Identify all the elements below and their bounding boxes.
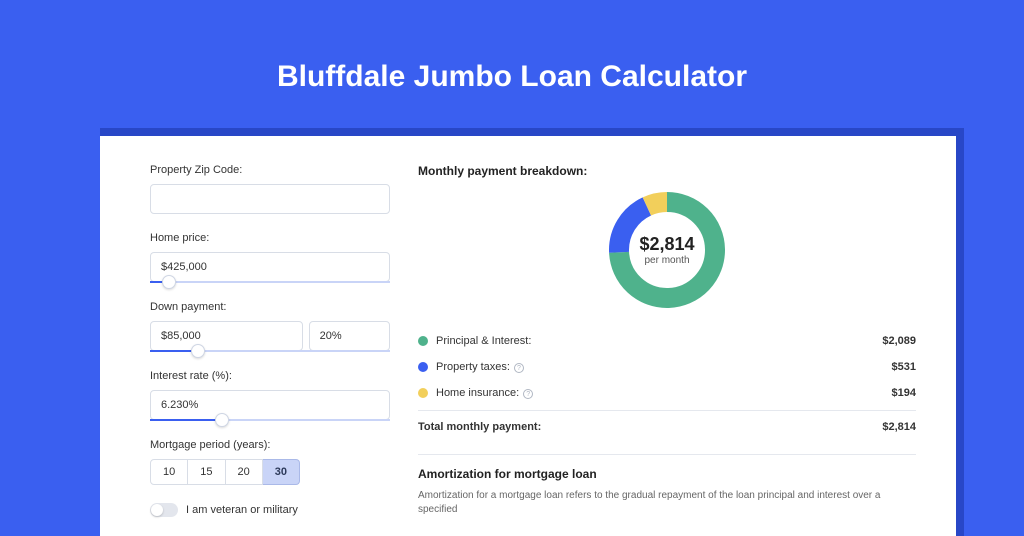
breakdown-title: Monthly payment breakdown: bbox=[418, 164, 916, 178]
donut-amount: $2,814 bbox=[639, 234, 694, 255]
period-label: Mortgage period (years): bbox=[150, 439, 390, 451]
breakdown-label: Property taxes:? bbox=[436, 361, 892, 373]
legend-dot bbox=[418, 362, 428, 372]
interest-group: Interest rate (%): bbox=[150, 370, 390, 421]
breakdown-row: Property taxes:?$531 bbox=[418, 354, 916, 380]
down-payment-pct-input[interactable] bbox=[309, 321, 390, 351]
breakdown-value: $194 bbox=[892, 387, 916, 399]
card-shadow: Property Zip Code: Home price: Down paym… bbox=[100, 128, 964, 536]
zip-label: Property Zip Code: bbox=[150, 164, 390, 176]
interest-slider[interactable] bbox=[150, 419, 390, 421]
down-payment-input[interactable] bbox=[150, 321, 303, 351]
home-price-label: Home price: bbox=[150, 232, 390, 244]
veteran-row: I am veteran or military bbox=[150, 503, 390, 517]
form-column: Property Zip Code: Home price: Down paym… bbox=[150, 164, 390, 516]
breakdown-row: Principal & Interest:$2,089 bbox=[418, 328, 916, 354]
zip-input[interactable] bbox=[150, 184, 390, 214]
interest-input[interactable] bbox=[150, 390, 390, 420]
donut-chart: $2,814 per month bbox=[418, 190, 916, 310]
breakdown-column: Monthly payment breakdown: $2,814 per mo… bbox=[414, 164, 916, 516]
home-price-slider[interactable] bbox=[150, 281, 390, 283]
total-row: Total monthly payment: $2,814 bbox=[418, 410, 916, 440]
veteran-toggle[interactable] bbox=[150, 503, 178, 517]
zip-group: Property Zip Code: bbox=[150, 164, 390, 214]
info-icon[interactable]: ? bbox=[523, 389, 533, 399]
breakdown-label: Principal & Interest: bbox=[436, 335, 882, 347]
amortization-text: Amortization for a mortgage loan refers … bbox=[418, 489, 916, 517]
period-group: Mortgage period (years): 10152030 bbox=[150, 439, 390, 485]
down-payment-slider[interactable] bbox=[150, 350, 390, 352]
amortization-section: Amortization for mortgage loan Amortizat… bbox=[418, 454, 916, 517]
legend-dot bbox=[418, 336, 428, 346]
donut-sub: per month bbox=[639, 255, 694, 266]
period-option-20[interactable]: 20 bbox=[226, 459, 263, 485]
down-payment-group: Down payment: bbox=[150, 301, 390, 352]
breakdown-value: $2,089 bbox=[882, 335, 916, 347]
calculator-card: Property Zip Code: Home price: Down paym… bbox=[100, 136, 956, 536]
amortization-title: Amortization for mortgage loan bbox=[418, 467, 916, 481]
legend-dot bbox=[418, 388, 428, 398]
interest-label: Interest rate (%): bbox=[150, 370, 390, 382]
info-icon[interactable]: ? bbox=[514, 363, 524, 373]
period-segments: 10152030 bbox=[150, 459, 390, 485]
down-payment-label: Down payment: bbox=[150, 301, 390, 313]
home-price-group: Home price: bbox=[150, 232, 390, 283]
veteran-label: I am veteran or military bbox=[186, 504, 298, 516]
period-option-30[interactable]: 30 bbox=[263, 459, 300, 485]
total-value: $2,814 bbox=[882, 421, 916, 433]
page-title: Bluffdale Jumbo Loan Calculator bbox=[0, 0, 1024, 94]
period-option-10[interactable]: 10 bbox=[150, 459, 188, 485]
home-price-input[interactable] bbox=[150, 252, 390, 282]
breakdown-label: Home insurance:? bbox=[436, 387, 892, 399]
donut-center: $2,814 per month bbox=[639, 234, 694, 266]
breakdown-row: Home insurance:?$194 bbox=[418, 380, 916, 406]
total-label: Total monthly payment: bbox=[418, 421, 882, 433]
period-option-15[interactable]: 15 bbox=[188, 459, 225, 485]
breakdown-value: $531 bbox=[892, 361, 916, 373]
